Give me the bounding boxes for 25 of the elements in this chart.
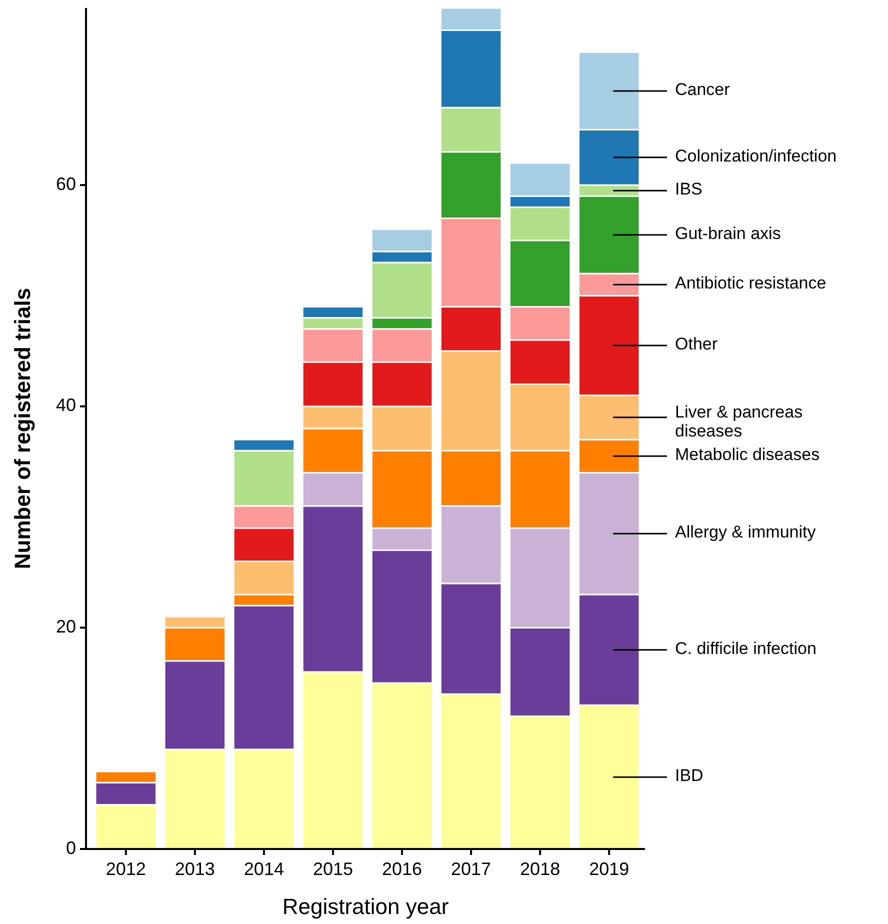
text: Antibiotic resistance: [675, 274, 826, 294]
text: Other: [675, 334, 718, 354]
y-tick-label: 60: [56, 174, 76, 194]
text: Allergy & immunity: [675, 523, 816, 542]
y-tick-label: 20: [56, 616, 76, 636]
x-tick-label: 2015: [312, 859, 354, 879]
x-tick-label: 2016: [382, 859, 422, 879]
text: IBS: [675, 180, 702, 200]
text: C. difficile infection: [675, 639, 816, 658]
text: Gut-brain axis: [675, 224, 781, 244]
text: Colonization/infection: [675, 146, 837, 166]
text: Cancer: [675, 80, 730, 100]
x-tick-label: 2012: [106, 859, 146, 879]
y-tick-label: 0: [66, 838, 76, 858]
text: IBD: [675, 766, 704, 786]
x-tick-label: 2014: [244, 859, 284, 879]
y-axis-title: Number of registered trials: [10, 288, 35, 570]
text: Metabolic diseases: [675, 446, 820, 465]
x-tick-label: 2013: [174, 859, 215, 879]
text: Liver & pancreas diseases: [675, 402, 803, 441]
x-axis-title: Registration year: [282, 894, 449, 919]
y-tick-label: 40: [56, 395, 76, 416]
x-tick-label: 2019: [589, 859, 630, 879]
x-tick-label: 2018: [520, 859, 560, 879]
x-tick-label: 2017: [451, 859, 492, 879]
